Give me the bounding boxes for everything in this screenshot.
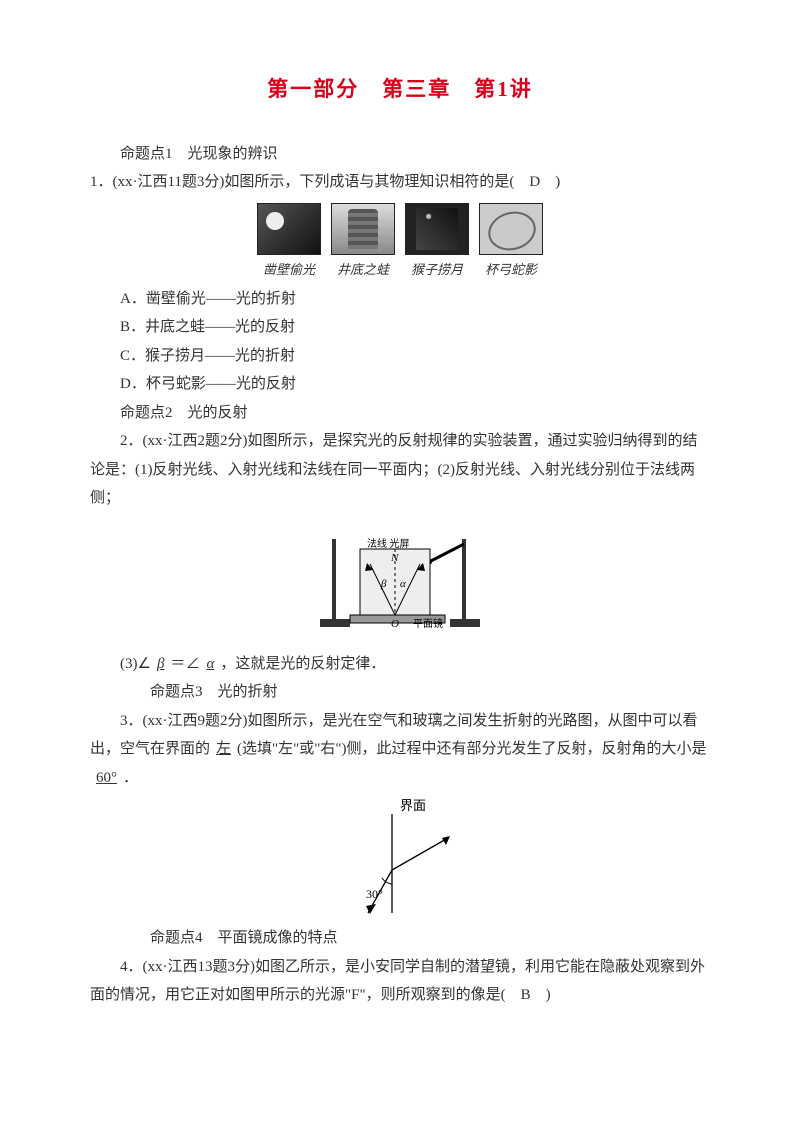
text-fragment: ，这就是光的反射定律． <box>220 656 385 672</box>
figure-placeholder <box>479 203 543 255</box>
topic-2-label: 命题点2 光的反射 <box>90 399 710 428</box>
question-1-figures: 凿壁偷光 井底之蛙 猴子捞月 杯弓蛇影 <box>90 203 710 283</box>
text-fragment: ． <box>123 770 138 786</box>
text-fragment: ＝∠ <box>170 656 200 672</box>
figure-placeholder <box>257 203 321 255</box>
figure-caption: 杯弓蛇影 <box>485 258 537 283</box>
figure-bow-snake: 杯弓蛇影 <box>479 203 543 283</box>
options-list: A．凿壁偷光——光的折射 B．井底之蛙——光的反射 C．猴子捞月——光的折射 D… <box>120 285 710 399</box>
option-C: C．猴子捞月——光的折射 <box>120 342 710 371</box>
figure-placeholder <box>405 203 469 255</box>
fig-label-N: N <box>390 552 399 564</box>
topic-1-label: 命题点1 光现象的辨识 <box>90 140 710 169</box>
blank-angle: 60° <box>90 770 123 786</box>
option-B: B．井底之蛙——光的反射 <box>120 313 710 342</box>
fig-label-beta: β <box>380 578 387 590</box>
figure-caption: 井底之蛙 <box>337 258 389 283</box>
page-title: 第一部分 第三章 第1讲 <box>90 70 710 110</box>
blank-side: 左 <box>210 741 237 757</box>
fig-label-O: O <box>391 618 399 630</box>
question-1-text: 1．(xx·江西11题3分)如图所示，下列成语与其物理知识相符的是( D ) <box>90 168 710 197</box>
fig-label-mirror: 平面镜 <box>413 617 443 630</box>
fig-label-alpha: α <box>400 578 406 590</box>
text-fragment: (选填"左"或"右")侧，此过程中还有部分光发生了反射，反射角的大小是 <box>237 741 707 757</box>
fig-label-top: 法线 光屏 <box>367 537 410 550</box>
question-4-text: 4．(xx·江西13题3分)如图乙所示，是小安同学自制的潜望镜，利用它能在隐蔽处… <box>90 953 710 1010</box>
reflection-experiment-figure: 法线 光屏 N β α O 平面镜 <box>90 519 710 644</box>
question-2-answer-line: (3)∠β＝∠α，这就是光的反射定律． <box>90 650 710 679</box>
text-fragment: (3)∠ <box>120 656 151 672</box>
figure-caption: 猴子捞月 <box>411 258 463 283</box>
blank-alpha: α <box>200 656 220 672</box>
question-2-text: 2．(xx·江西2题2分)如图所示，是探究光的反射规律的实验装置，通过实验归纳得… <box>90 427 710 513</box>
document-page: 第一部分 第三章 第1讲 命题点1 光现象的辨识 1．(xx·江西11题3分)如… <box>0 0 800 1050</box>
fig-label-30deg: 30° <box>366 887 383 901</box>
topic-3-label: 命题点3 光的折射 <box>90 678 710 707</box>
question-3-text: 3．(xx·江西9题2分)如图所示，是光在空气和玻璃之间发生折射的光路图，从图中… <box>90 707 710 793</box>
refraction-figure: 界面 30° <box>90 798 710 918</box>
option-D: D．杯弓蛇影——光的反射 <box>120 370 710 399</box>
figure-frog-well: 井底之蛙 <box>331 203 395 283</box>
option-A: A．凿壁偷光——光的折射 <box>120 285 710 314</box>
figure-chisel-wall: 凿壁偷光 <box>257 203 321 283</box>
blank-beta: β <box>151 656 170 672</box>
figure-caption: 凿壁偷光 <box>263 258 315 283</box>
figure-monkey-moon: 猴子捞月 <box>405 203 469 283</box>
figure-placeholder <box>331 203 395 255</box>
fig-label-boundary: 界面 <box>400 798 426 813</box>
topic-4-label: 命题点4 平面镜成像的特点 <box>90 924 710 953</box>
